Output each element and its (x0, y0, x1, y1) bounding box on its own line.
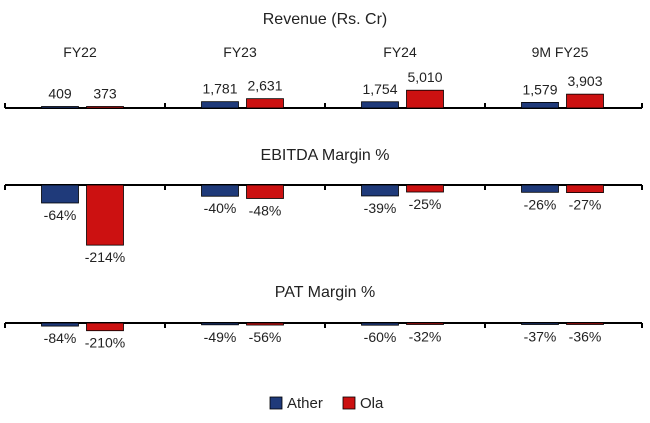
legend-swatch-ola (342, 396, 356, 410)
pat-bar-ola (246, 322, 284, 326)
ebitda-bar-ola (406, 184, 444, 193)
ebitda-bar-ather (201, 184, 239, 197)
ebitda-bar-ather (361, 184, 399, 197)
revenue-data-label: 409 (48, 86, 72, 102)
legend-label-ola: Ola (360, 395, 384, 412)
legend: Ather Ola (269, 395, 384, 412)
ebitda-chart-title: EBITDA Margin % (261, 147, 390, 164)
pat-data-label: -84% (44, 330, 77, 346)
legend-swatch-ather (269, 396, 283, 410)
pat-data-label: -36% (569, 329, 602, 345)
revenue-data-label: 1,754 (362, 81, 397, 97)
revenue-category-label: FY22 (63, 44, 97, 60)
revenue-data-label: 2,631 (247, 78, 282, 94)
pat-bar-ather (201, 322, 239, 326)
ebitda-data-label: -214% (85, 249, 125, 265)
revenue-data-label: 1,579 (522, 81, 557, 97)
pat-bar-ather (361, 322, 399, 326)
ebitda-data-label: -39% (364, 200, 397, 216)
ebitda-bar-ather (521, 184, 559, 193)
ebitda-bar-ola (86, 184, 124, 246)
revenue-data-label: 373 (93, 86, 117, 102)
ebitda-data-label: -64% (44, 207, 77, 223)
pat-bar-ather (41, 322, 79, 327)
revenue-data-label: 5,010 (407, 69, 442, 85)
ebitda-data-label: -27% (569, 197, 602, 213)
pat-data-label: -210% (85, 335, 125, 351)
pat-bar-ola (86, 322, 124, 332)
ebitda-data-label: -48% (249, 202, 282, 218)
revenue-bar-ola (406, 89, 444, 109)
ebitda-data-label: -25% (409, 196, 442, 212)
pat-data-label: -60% (364, 329, 397, 345)
revenue-bar-ather (521, 101, 559, 109)
revenue-chart-title: Revenue (Rs. Cr) (263, 11, 387, 28)
ebitda-data-label: -40% (204, 200, 237, 216)
revenue-category-label: FY24 (383, 44, 417, 60)
ebitda-data-label: -26% (524, 196, 557, 212)
legend-label-ather: Ather (287, 395, 323, 412)
revenue-bar-ola (86, 106, 124, 109)
revenue-data-label: 3,903 (567, 73, 602, 89)
revenue-bar-ola (246, 98, 284, 109)
revenue-bar-ather (201, 101, 239, 109)
pat-data-label: -32% (409, 329, 442, 345)
pat-bar-ola (566, 322, 604, 325)
revenue-data-label: 1,781 (202, 81, 237, 97)
ebitda-bar-ola (246, 184, 284, 199)
ebitda-bar-ola (566, 184, 604, 193)
revenue-category-label: 9M FY25 (532, 44, 589, 60)
pat-data-label: -37% (524, 329, 557, 345)
pat-data-label: -49% (204, 329, 237, 345)
revenue-bar-ola (566, 93, 604, 109)
pat-bar-ola (406, 322, 444, 325)
pat-bar-ather (521, 322, 559, 325)
pat-data-label: -56% (249, 329, 282, 345)
revenue-category-label: FY23 (223, 44, 257, 60)
revenue-bar-ather (361, 101, 399, 109)
revenue-bar-ather (41, 106, 79, 109)
pat-chart-title: PAT Margin % (275, 284, 375, 301)
ebitda-bar-ather (41, 184, 79, 204)
